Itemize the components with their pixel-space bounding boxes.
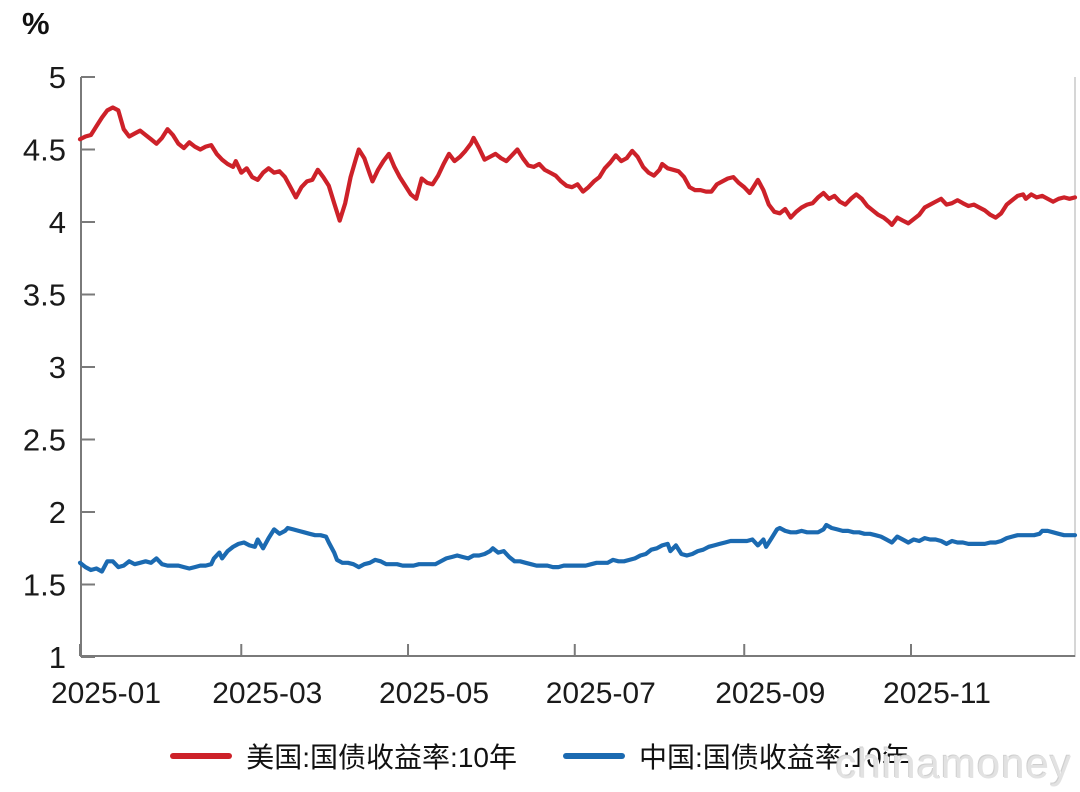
y-axis-tick-label: 5 [49, 60, 66, 95]
legend-item-us: 美国:国债收益率:10年 [170, 736, 517, 776]
x-axis-tick-label: 2025-01 [51, 677, 161, 710]
legend-item-china: 中国:国债收益率:10年 [563, 736, 910, 776]
y-axis-tick-label: 4.5 [23, 133, 66, 168]
y-axis-tick-label: 2.5 [23, 423, 66, 458]
y-axis-unit-label: % [22, 6, 50, 41]
x-axis-tick-label: 2025-07 [546, 677, 656, 710]
x-axis-tick-label: 2025-09 [715, 677, 825, 710]
legend-swatch-us-icon [170, 753, 233, 759]
y-axis-tick-label: 3 [49, 350, 66, 385]
y-axis-tick-label: 4 [49, 205, 66, 240]
china-series-line [77, 522, 1078, 574]
us-series-line [77, 105, 1078, 227]
x-axis-tick-label: 2025-05 [379, 677, 489, 710]
y-axis-tick-label: 1.5 [23, 568, 66, 603]
y-axis-tick-label: 1 [49, 640, 66, 675]
x-axis-tick-label: 2025-11 [883, 677, 991, 710]
legend-swatch-china-icon [563, 753, 625, 759]
chart-legend: 美国:国债收益率:10年 中国:国债收益率:10年 [0, 736, 1080, 776]
y-axis-tick-label: 2 [49, 495, 66, 530]
y-axis-tick-label: 3.5 [23, 278, 66, 313]
legend-label-china: 中国:国债收益率:10年 [639, 742, 910, 773]
legend-label-us: 美国:国债收益率:10年 [246, 742, 517, 773]
x-axis-tick-label: 2025-03 [212, 677, 322, 710]
